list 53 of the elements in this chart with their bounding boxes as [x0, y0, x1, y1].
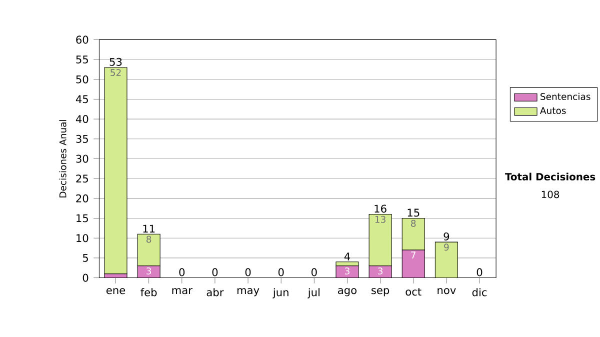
- y-tick-label: 60: [76, 36, 88, 44]
- y-tick-label: 0: [82, 274, 88, 282]
- total-label: 0: [179, 268, 185, 276]
- data-label: 8: [411, 220, 416, 227]
- y-tick-label: 55: [76, 55, 88, 64]
- data-label: 52: [110, 68, 121, 76]
- total-label: 53: [110, 58, 122, 66]
- legend-label: Autos: [540, 107, 566, 114]
- bar: [402, 250, 425, 278]
- x-tick-label: oct: [406, 288, 422, 296]
- total-label: 0: [245, 268, 251, 276]
- total-label: 11: [143, 224, 155, 232]
- x-tick-label: may: [237, 288, 260, 296]
- total-label: 0: [212, 268, 218, 276]
- data-label: 9: [444, 244, 449, 250]
- data-label: 3: [378, 267, 383, 274]
- x-tick-label: jun: [272, 288, 288, 298]
- total-label: 15: [408, 208, 420, 217]
- legend-label: Sentencias: [540, 92, 590, 100]
- total-label: 0: [312, 268, 317, 276]
- total-label: 0: [476, 268, 482, 276]
- text: 108: [542, 190, 560, 198]
- x-tick-label: ene: [106, 288, 126, 294]
- y-tick-label: 5: [82, 254, 88, 262]
- total-label: 9: [444, 232, 450, 240]
- data-label: 8: [146, 236, 152, 243]
- x-tick-label: dic: [472, 288, 487, 296]
- total-label: 0: [278, 268, 284, 276]
- x-tick-label: abr: [206, 288, 224, 296]
- y-tick-label: 25: [76, 174, 88, 182]
- data-label: 3: [146, 267, 152, 274]
- x-tick-label: nov: [438, 288, 456, 294]
- data-label: 7: [411, 251, 416, 258]
- y-tick-label: 10: [76, 234, 88, 242]
- x-tick-label: sep: [372, 288, 390, 296]
- data-label: 13: [375, 216, 386, 223]
- y-tick-label: 20: [76, 194, 88, 202]
- text: Total Decisiones: [505, 172, 596, 180]
- y-axis-title: Decisiones Anual: [59, 120, 66, 198]
- y-tick-label: 45: [76, 95, 88, 103]
- total-label: 4: [344, 252, 350, 260]
- bar: [336, 261, 359, 266]
- y-tick-label: 35: [76, 134, 88, 143]
- y-tick-label: 30: [76, 154, 88, 163]
- x-tick-label: mar: [172, 288, 192, 294]
- x-tick-label: feb: [140, 288, 157, 296]
- y-tick-label: 50: [76, 75, 88, 84]
- x-tick-label: ago: [338, 288, 356, 296]
- x-tick-label: jul: [308, 288, 320, 298]
- total-label: 16: [374, 204, 386, 213]
- data-label: 3: [344, 267, 350, 274]
- y-tick-label: 15: [76, 214, 88, 222]
- y-tick-label: 40: [76, 114, 88, 123]
